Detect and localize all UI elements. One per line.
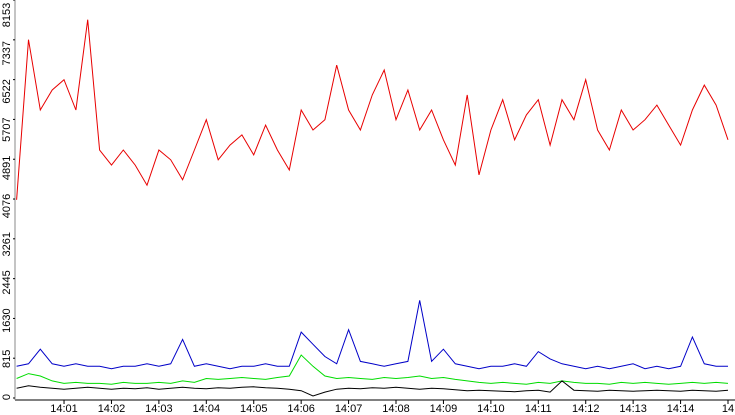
y-tick-label: 2445: [1, 270, 13, 294]
x-tick-label: 14:11: [525, 403, 552, 415]
y-tick-label: 0: [1, 394, 13, 400]
y-tick-label: 3261: [1, 232, 13, 256]
x-tick-label: 14: [722, 403, 734, 415]
y-tick-label: 6522: [1, 79, 13, 103]
series-line: [16, 300, 728, 370]
y-tick-label: 5707: [1, 117, 13, 141]
series-line: [16, 354, 729, 385]
y-tick-label: 8153: [1, 3, 13, 27]
x-tick-label: 14:01: [50, 403, 78, 415]
x-tick-label: 14:02: [98, 403, 126, 415]
x-tick-label: 14:08: [382, 403, 410, 415]
y-tick-label: 7337: [1, 41, 13, 65]
y-tick-label: 4076: [1, 194, 13, 218]
x-tick-label: 14:03: [145, 403, 173, 415]
y-tick-label: 1630: [1, 308, 13, 332]
x-tick-label: 14:13: [619, 403, 647, 415]
x-tick-label: 14:12: [572, 403, 600, 415]
x-tick-label: 14:07: [335, 403, 363, 415]
x-tick-label: 14:06: [287, 403, 315, 415]
y-tick-label: 815: [1, 350, 13, 368]
y-tick-label: 4891: [1, 156, 13, 180]
x-tick-label: 14:04: [193, 403, 221, 415]
x-tick-label: 14:10: [477, 403, 505, 415]
x-tick-label: 14:05: [240, 403, 268, 415]
series-line: [16, 380, 729, 397]
series-line: [16, 19, 729, 200]
x-tick-label: 14:09: [430, 403, 458, 415]
x-tick-label: 14:14: [667, 403, 695, 415]
